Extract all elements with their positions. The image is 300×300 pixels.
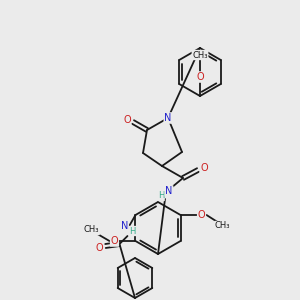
Text: CH₃: CH₃ <box>192 50 208 59</box>
Text: O: O <box>96 243 103 253</box>
Text: O: O <box>196 72 204 82</box>
Text: O: O <box>200 163 208 173</box>
Text: O: O <box>123 115 131 125</box>
Text: H: H <box>158 191 164 200</box>
Text: O: O <box>198 210 205 220</box>
Text: N: N <box>121 221 128 231</box>
Text: H: H <box>129 226 136 236</box>
Text: CH₃: CH₃ <box>215 221 230 230</box>
Text: CH₃: CH₃ <box>84 226 99 235</box>
Text: O: O <box>111 236 118 246</box>
Text: N: N <box>164 113 172 123</box>
Text: N: N <box>165 186 173 196</box>
